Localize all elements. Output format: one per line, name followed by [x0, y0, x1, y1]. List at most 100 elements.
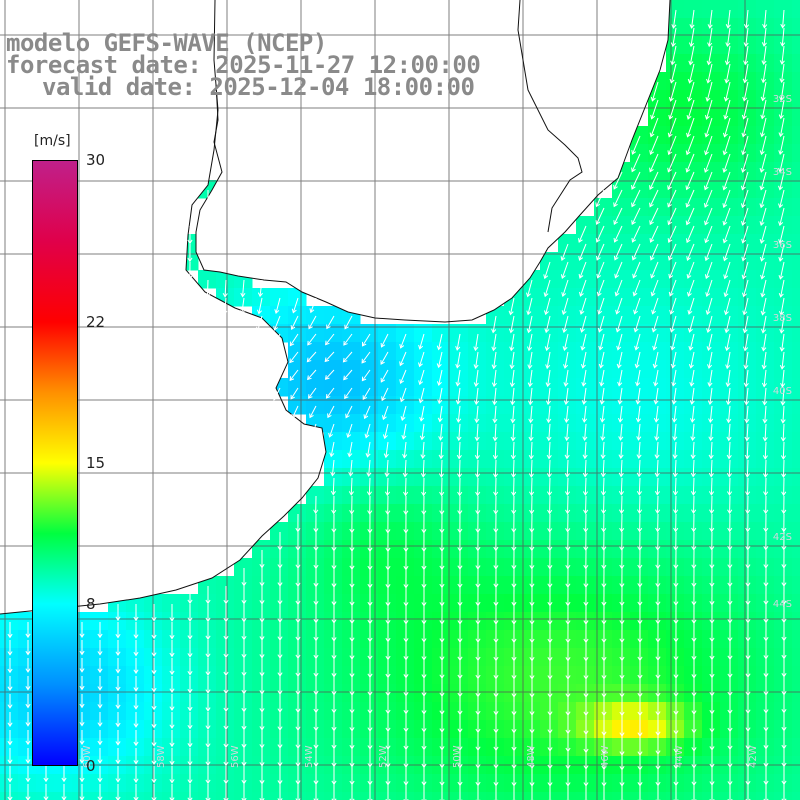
wind-arrow [347, 441, 353, 458]
wind-speed-cell [360, 396, 379, 415]
wind-speed-cell [504, 594, 523, 613]
wind-arrow [778, 279, 785, 298]
wind-arrow [704, 117, 713, 138]
wind-arrow [528, 459, 535, 478]
wind-arrow [133, 640, 139, 657]
wind-arrow [7, 622, 13, 639]
wind-speed-cell [684, 378, 703, 397]
wind-speed-cell [414, 324, 433, 343]
wind-arrow [686, 117, 695, 138]
wind-speed-cell [540, 414, 559, 433]
wind-arrow [491, 351, 497, 370]
wind-speed-cell [540, 594, 559, 613]
wind-speed-cell [378, 612, 397, 631]
wind-arrow [563, 351, 569, 369]
wind-arrow [668, 261, 677, 279]
wind-speed-cell [594, 306, 613, 325]
wind-speed-cell [558, 648, 577, 667]
wind-arrow [223, 711, 229, 731]
wind-arrow [511, 495, 517, 515]
wind-speed-cell [558, 702, 577, 721]
wind-arrow [614, 279, 623, 297]
wind-arrow [669, 63, 677, 84]
wind-speed-cell [666, 792, 685, 800]
wind-speed-cell [702, 360, 721, 379]
wind-speed-cell [648, 234, 667, 253]
wind-arrow [759, 225, 767, 244]
wind-arrow [690, 459, 696, 478]
wind-arrow [187, 730, 193, 748]
wind-speed-cell [180, 594, 199, 613]
wind-arrow [635, 387, 641, 405]
wind-arrow [474, 459, 481, 478]
wind-arrow [613, 243, 623, 261]
wind-arrow [599, 369, 605, 387]
wind-arrow [745, 513, 751, 533]
wind-speed-cell [558, 612, 577, 631]
wind-speed-cell [648, 90, 667, 109]
wind-speed-cell [792, 0, 800, 19]
wind-speed-cell [342, 324, 361, 343]
wind-arrow [79, 712, 85, 727]
wind-arrow [709, 531, 715, 551]
wind-speed-cell [792, 666, 800, 685]
wind-speed-cell [792, 198, 800, 217]
wind-arrow [634, 351, 641, 369]
wind-arrow [343, 369, 353, 381]
wind-arrow [241, 766, 247, 785]
wind-speed-cell [450, 648, 469, 667]
land [0, 0, 670, 614]
latitude-label: 32S [773, 94, 792, 105]
wind-arrow [741, 279, 749, 298]
wind-arrow [223, 784, 229, 800]
wind-arrow [595, 225, 605, 243]
wind-arrow [778, 243, 785, 262]
wind-speed-cell [702, 414, 721, 433]
wind-speed-cell [270, 792, 289, 800]
wind-arrow [133, 748, 139, 765]
wind-speed-cell [594, 360, 613, 379]
wind-speed-cell [576, 738, 595, 757]
wind-arrow [527, 387, 534, 406]
wind-speed-cell [684, 126, 703, 145]
wind-speed-cell [432, 594, 451, 613]
wind-speed-cell [756, 432, 775, 451]
wind-arrow [600, 423, 606, 441]
wind-speed-cell [540, 342, 559, 361]
wind-arrow [544, 333, 551, 352]
wind-arrow [491, 333, 497, 352]
longitude-label: 46W [600, 745, 611, 768]
wind-arrow [613, 207, 623, 225]
wind-arrow [778, 189, 785, 209]
wind-arrow [671, 9, 677, 29]
wind-arrow [704, 99, 713, 120]
wind-arrow [761, 63, 767, 84]
wind-arrow [725, 9, 731, 29]
wind-arrow [259, 567, 265, 587]
wind-speed-cell [684, 90, 703, 109]
wind-speed-cell [234, 558, 253, 577]
wind-arrow [97, 622, 103, 639]
wind-speed-cell [576, 666, 595, 685]
wind-speed-cell [522, 342, 541, 361]
wind-speed-cell [72, 774, 91, 793]
wind-speed-cell [360, 378, 379, 397]
wind-arrow [7, 748, 13, 765]
wind-speed-cell [468, 432, 487, 451]
wind-arrow [324, 351, 335, 363]
wind-arrow [259, 657, 265, 677]
wind-arrow [706, 63, 713, 84]
wind-arrow [635, 369, 641, 387]
wind-arrow [241, 585, 247, 605]
wind-speed-cell [198, 270, 217, 289]
wind-arrow [636, 459, 642, 478]
wind-speed-cell [702, 234, 721, 253]
wind-arrow [762, 459, 769, 478]
wind-speed-cell [738, 126, 757, 145]
wind-speed-cell [90, 720, 109, 739]
wind-speed-cell [612, 432, 631, 451]
wind-arrow [115, 676, 121, 692]
wind-arrow [291, 405, 299, 419]
wind-speed-cell [594, 720, 613, 739]
wind-speed-cell [594, 630, 613, 649]
